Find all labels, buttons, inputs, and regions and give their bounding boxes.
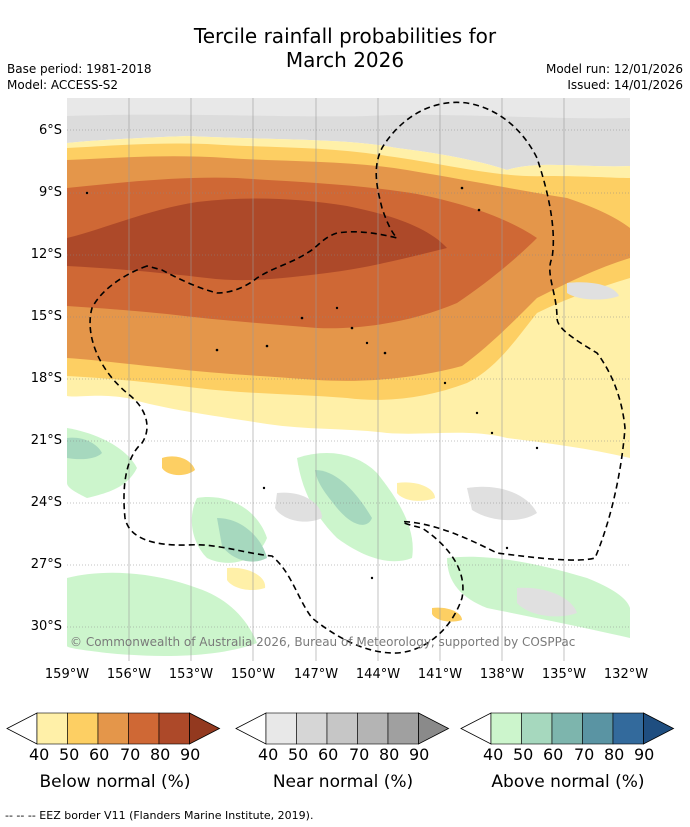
meridian-lines	[128, 98, 565, 661]
lat-label: 27°S	[30, 557, 62, 572]
colorbar-near-segment	[326, 712, 358, 745]
lat-label: 24°S	[30, 495, 62, 510]
cb-tick: 70	[349, 745, 370, 764]
lat-label: 18°S	[30, 371, 62, 386]
above-normal-southwest-region	[67, 572, 257, 656]
issued-date: Issued: 14/01/2026	[567, 78, 683, 92]
lat-label: 9°S	[38, 185, 62, 200]
cb-tick: 70	[574, 745, 595, 764]
colorbar-above-title: Above normal (%)	[491, 772, 645, 792]
eez-cook-islands	[89, 101, 626, 654]
lon-label: 153°W	[168, 667, 214, 682]
colorbar-near-left-extend	[235, 712, 267, 745]
lon-label: 132°W	[603, 667, 649, 682]
cb-tick: 40	[29, 745, 50, 764]
colorbar-below-segment	[158, 712, 190, 745]
colorbar-near-right-extend	[418, 712, 450, 745]
colorbar-near-segment	[265, 712, 297, 745]
above-normal-sw-dark	[217, 518, 267, 562]
lat-label: 15°S	[30, 309, 62, 324]
cb-tick: 40	[258, 745, 279, 764]
cb-tick: 60	[318, 745, 339, 764]
colorbar-below-title: Below normal (%)	[39, 772, 191, 792]
above-normal-west-dark	[67, 437, 102, 460]
title-line-2: March 2026	[285, 48, 405, 72]
lat-label: 21°S	[30, 433, 62, 448]
colorbar-below-segment	[67, 712, 99, 745]
colorbar-above-right-extend	[643, 712, 675, 745]
colorbar-above-segment	[612, 712, 644, 745]
cb-tick: 50	[59, 745, 80, 764]
cb-tick: 80	[604, 745, 625, 764]
near-normal-patch-3	[517, 587, 577, 617]
island-markers	[85, 186, 539, 580]
colorbar-near-segment	[296, 712, 328, 745]
below-normal-patch-south-2	[397, 482, 435, 501]
eez-legend-note: -- -- -- EEZ border V11 (Flanders Marine…	[5, 809, 314, 822]
model-name: Model: ACCESS-S2	[7, 78, 119, 92]
colorbar-below-segment	[97, 712, 129, 745]
probability-map	[67, 98, 630, 661]
colorbar-above-left-extend	[460, 712, 492, 745]
colorbar-above-segment	[582, 712, 614, 745]
colorbar-near-segment	[387, 712, 419, 745]
colorbar-below-right-extend	[189, 712, 221, 745]
cb-tick: 40	[483, 745, 504, 764]
colorbar-below-left-extend	[6, 712, 38, 745]
near-normal-patch-4	[567, 282, 619, 300]
cb-tick: 50	[513, 745, 534, 764]
base-period: Base period: 1981-2018	[7, 62, 152, 76]
cb-tick: 90	[409, 745, 430, 764]
below-normal-patch-south-1	[162, 456, 195, 476]
lon-label: 138°W	[479, 667, 525, 682]
lon-label: 144°W	[355, 667, 401, 682]
cb-tick: 90	[180, 745, 201, 764]
colorbar-above-segment	[490, 712, 522, 745]
lat-label: 12°S	[30, 247, 62, 262]
colorbars	[6, 712, 675, 745]
cb-tick: 50	[288, 745, 309, 764]
below-normal-80-region	[67, 198, 447, 281]
eez-borders	[89, 101, 626, 654]
colorbar-near-title: Near normal (%)	[272, 772, 414, 792]
gridlines	[67, 129, 630, 628]
cb-tick: 70	[120, 745, 141, 764]
colorbar-above-segment	[521, 712, 553, 745]
below-normal-patch-south-4	[432, 607, 462, 622]
lat-label: 6°S	[38, 123, 62, 138]
colorbar-below-segment	[36, 712, 68, 745]
lon-label: 147°W	[293, 667, 339, 682]
title-line-1: Tercile rainfall probabilities for	[193, 24, 497, 48]
cb-tick: 90	[634, 745, 655, 764]
cb-tick: 80	[150, 745, 171, 764]
lon-label: 150°W	[230, 667, 276, 682]
near-normal-patch-2	[275, 492, 322, 522]
copyright-credit: © Commonwealth of Australia 2026, Bureau…	[70, 635, 576, 649]
lon-label: 141°W	[417, 667, 463, 682]
model-run: Model run: 12/01/2026	[545, 62, 683, 76]
lon-label: 156°W	[106, 667, 152, 682]
lat-label: 30°S	[30, 619, 62, 634]
lon-label: 159°W	[44, 667, 90, 682]
below-normal-patch-south-3	[227, 567, 266, 591]
cb-tick: 60	[89, 745, 110, 764]
colorbar-near-segment	[357, 712, 389, 745]
lon-label: 135°W	[541, 667, 587, 682]
colorbar-below-segment	[128, 712, 160, 745]
cb-tick: 80	[379, 745, 400, 764]
colorbar-above-segment	[551, 712, 583, 745]
near-normal-top-light	[67, 98, 630, 119]
cb-tick: 60	[543, 745, 564, 764]
above-normal-central-dark	[315, 470, 372, 525]
